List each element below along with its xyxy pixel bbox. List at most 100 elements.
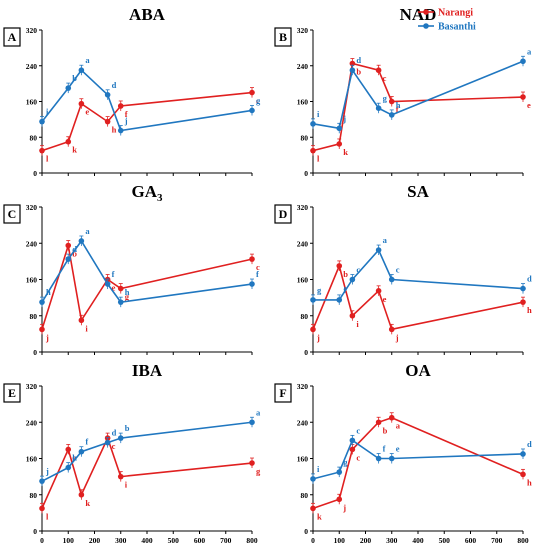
series-narangi: j b i eg c [39,240,260,342]
point-label: g [383,93,388,103]
x-tick-label: 100 [334,536,346,545]
y-tick-label: 240 [26,418,38,427]
y-tick-label: 80 [30,133,38,142]
panel-title: ABA [129,5,166,24]
data-point [104,281,111,287]
panel-letter-box [3,383,21,403]
data-point [388,98,395,105]
series-narangi: k j c b a h [310,412,532,521]
data-point [39,147,45,154]
series-line [41,435,253,509]
point-label: e [527,100,531,110]
data-point [349,437,356,444]
x-tick-label: 0 [311,536,315,545]
point-label: h [527,477,532,487]
data-point [78,100,85,107]
legend-label: Basanthi [438,22,476,33]
point-label: g [343,457,348,467]
data-point [104,439,111,446]
x-tick-label: 300 [115,536,127,545]
data-point [349,276,356,283]
panel-letter: B [279,30,287,44]
y-tick-label: 80 [30,312,38,321]
y-tick-label: 80 [301,491,309,500]
panel-letter-box [274,204,292,224]
data-point [65,464,72,471]
point-label: j [45,332,49,342]
point-label: e [85,107,89,117]
data-point [78,317,85,324]
x-tick-label: 600 [465,536,477,545]
panel-letter-box [274,383,292,403]
data-point [310,147,316,154]
series-line [41,239,253,304]
point-label: c [356,452,360,462]
panel-letter-box [3,204,21,224]
data-point [388,276,395,283]
data-point [117,473,124,480]
point-label: l [46,511,49,521]
y-tick-label: 240 [297,62,309,71]
y-tick-label: 0 [304,169,308,178]
data-point [310,297,316,303]
data-point [336,263,343,269]
panel-letter: A [8,30,17,44]
panel-letter: F [279,386,286,400]
series-narangi: l k b c f e [310,58,531,164]
y-tick-label: 160 [26,455,38,464]
point-label: e [112,283,116,293]
point-label: i [317,109,320,119]
y-tick-label: 320 [297,26,309,35]
y-tick-label: 240 [26,62,38,71]
data-point [249,89,255,96]
point-label: k [85,498,90,508]
data-point [65,85,72,91]
data-point [310,505,316,512]
series-line [41,91,253,152]
point-label: b [72,249,77,259]
x-tick-label: 0 [40,536,44,545]
data-point [117,285,124,292]
x-tick-label: 600 [194,536,206,545]
data-point [375,419,382,426]
data-point [375,288,382,294]
series-line [312,60,524,130]
point-label: e [396,444,400,454]
point-label: b [72,73,77,83]
point-label: j [45,466,49,476]
x-tick-label: 500 [168,536,180,545]
data-point [104,91,111,98]
data-point [336,469,343,475]
data-point [249,256,255,262]
data-point [336,125,343,132]
point-label: f [256,269,259,279]
panel-f: 0 80 160 240 320 0 100 200 300 400 500 600 700 800 OA F… [274,361,532,545]
data-point [117,103,124,109]
point-label: k [317,511,322,521]
point-label: f [343,285,346,295]
y-tick-label: 0 [33,169,37,178]
panels-group: 080160240320ABAAlkehfcibadjg080160240320… [3,5,532,545]
point-label: i [46,107,49,117]
data-point [349,446,356,453]
data-point [310,121,316,127]
point-label: k [72,145,77,155]
data-point [375,67,382,74]
panel-a: 0 80 160 240 320 ABA Al k e hf c i ba d j g [3,5,261,178]
point-label: j [124,116,128,126]
y-tick-label: 0 [33,348,37,357]
x-tick-label: 400 [412,536,424,545]
data-point [520,94,526,100]
data-point [249,107,255,114]
panel-title: GA3 [132,182,164,204]
data-point [310,326,316,333]
point-label: f [396,105,399,115]
series-line [312,62,524,152]
point-label: c [256,96,260,106]
x-tick-label: 300 [386,536,398,545]
point-label: l [46,154,49,164]
point-label: h [396,100,401,110]
point-label: b [125,423,130,433]
point-label: h [112,125,117,135]
